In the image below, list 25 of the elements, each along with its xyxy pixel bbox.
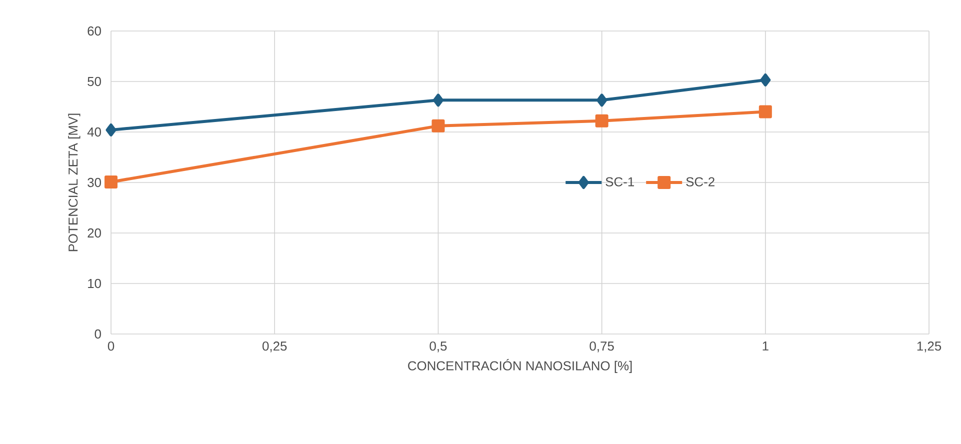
legend-label: SC-2 bbox=[686, 177, 714, 186]
legend-label: SC-1 bbox=[606, 177, 634, 186]
point bbox=[758, 105, 772, 118]
y-tick-label: 10 bbox=[88, 278, 101, 288]
x-tick-label: 0 bbox=[108, 342, 114, 351]
y-tick-label: 60 bbox=[88, 26, 101, 36]
point bbox=[432, 94, 444, 107]
x-axis-title: CONCENTRACIÓN NANOSILANO [%] bbox=[408, 359, 632, 373]
x-tick-label: 0,25 bbox=[262, 342, 287, 352]
y-tick-label: 20 bbox=[88, 228, 101, 238]
point bbox=[106, 123, 116, 136]
x-tick-label: 1 bbox=[762, 342, 768, 350]
x-tick-label: 0,5 bbox=[430, 342, 447, 352]
y-axis-title: POTENCIAL ZETA [MV] bbox=[68, 114, 80, 252]
x-tick-label: 1,25 bbox=[917, 342, 942, 352]
y-tick-label: 30 bbox=[88, 178, 101, 188]
x-tick-label: 0,75 bbox=[590, 342, 614, 352]
y-tick-label: 40 bbox=[87, 127, 101, 137]
point bbox=[104, 175, 118, 188]
point bbox=[596, 94, 608, 107]
point bbox=[432, 119, 445, 132]
y-tick-label: 50 bbox=[88, 76, 101, 86]
y-tick-label: 0 bbox=[94, 329, 101, 339]
point bbox=[760, 73, 771, 86]
point bbox=[595, 114, 608, 128]
